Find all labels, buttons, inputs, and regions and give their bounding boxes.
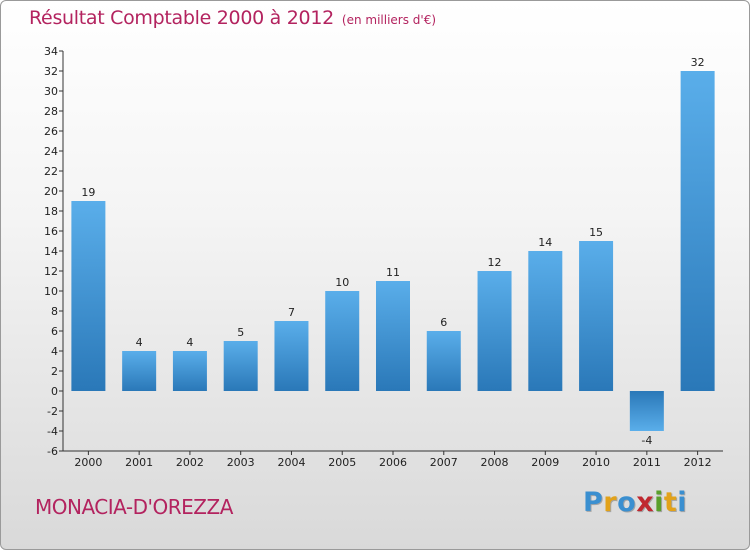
x-tick-label: 2010 bbox=[582, 456, 610, 469]
data-label-2011: -4 bbox=[641, 434, 652, 447]
logo-letter: t bbox=[663, 487, 678, 518]
x-tick-label: 2009 bbox=[531, 456, 559, 469]
data-label-2001: 4 bbox=[136, 336, 143, 349]
bar-2006 bbox=[376, 281, 410, 391]
y-tick-label: 0 bbox=[51, 385, 58, 398]
x-tick-label: 2000 bbox=[74, 456, 102, 469]
y-tick-label: 28 bbox=[44, 105, 58, 118]
y-tick-label: 16 bbox=[44, 225, 58, 238]
logo-letter: r bbox=[603, 487, 618, 518]
chart-bars bbox=[71, 71, 715, 431]
y-tick-label: 34 bbox=[44, 45, 58, 58]
data-label-2012: 32 bbox=[691, 56, 705, 69]
logo-letter: x bbox=[636, 487, 655, 518]
bar-2011 bbox=[629, 391, 664, 431]
chart-unit-note: (en milliers d'€) bbox=[341, 13, 437, 27]
bar-2005 bbox=[325, 291, 360, 391]
data-label-2003: 5 bbox=[237, 326, 244, 339]
logo-letter: P bbox=[583, 487, 604, 518]
bar-2010 bbox=[579, 241, 614, 391]
y-tick-label: 10 bbox=[44, 285, 58, 298]
data-label-2010: 15 bbox=[589, 226, 603, 239]
y-tick-label: 14 bbox=[44, 245, 58, 258]
x-tick-label: 2008 bbox=[481, 456, 509, 469]
x-tick-label: 2001 bbox=[125, 456, 153, 469]
data-label-2000: 19 bbox=[81, 186, 95, 199]
y-tick-label: 8 bbox=[51, 305, 58, 318]
y-tick-label: 4 bbox=[51, 345, 58, 358]
x-tick-label: 2004 bbox=[277, 456, 305, 469]
data-label-2002: 4 bbox=[186, 336, 193, 349]
data-label-2008: 12 bbox=[488, 256, 502, 269]
bar-2000 bbox=[71, 201, 106, 391]
y-tick-label: 26 bbox=[44, 125, 58, 138]
y-tick-label: 32 bbox=[44, 65, 58, 78]
y-tick-label: 30 bbox=[44, 85, 58, 98]
chart-axes: -6-4-20246810121416182022242628303234200… bbox=[44, 45, 723, 469]
y-tick-label: 6 bbox=[51, 325, 58, 338]
logo-letter: i bbox=[654, 487, 664, 518]
data-label-2009: 14 bbox=[538, 236, 552, 249]
x-tick-label: 2005 bbox=[328, 456, 356, 469]
bar-2004 bbox=[274, 321, 309, 391]
x-tick-label: 2006 bbox=[379, 456, 407, 469]
bar-2012 bbox=[680, 71, 715, 391]
data-label-2006: 11 bbox=[386, 266, 400, 279]
bar-2008 bbox=[477, 271, 512, 391]
data-label-2007: 6 bbox=[440, 316, 447, 329]
y-tick-label: -6 bbox=[47, 445, 58, 458]
data-label-2005: 10 bbox=[335, 276, 349, 289]
logo-letter: o bbox=[617, 487, 637, 518]
y-tick-label: 18 bbox=[44, 205, 58, 218]
chart-title: Résultat Comptable 2000 à 2012 (en millie… bbox=[29, 7, 436, 29]
chart-labels: 19 4 4 5 7 10 11 6 12 14 15 -4 32 bbox=[81, 56, 704, 447]
commune-name: MONACIA-D'OREZZA bbox=[35, 495, 233, 519]
x-tick-label: 2002 bbox=[176, 456, 204, 469]
y-tick-label: 12 bbox=[44, 265, 58, 278]
bar-2001 bbox=[122, 351, 157, 391]
y-tick-label: 2 bbox=[51, 365, 58, 378]
logo-letter: i bbox=[677, 487, 688, 518]
data-label-2004: 7 bbox=[288, 306, 295, 319]
y-tick-label: -4 bbox=[47, 425, 58, 438]
y-tick-label: 24 bbox=[44, 145, 58, 158]
bar-2003 bbox=[223, 341, 258, 391]
bar-2002 bbox=[172, 351, 207, 391]
proxiti-logo: Proxiti bbox=[583, 487, 687, 518]
y-tick-label: -2 bbox=[47, 405, 58, 418]
x-tick-label: 2011 bbox=[633, 456, 661, 469]
x-tick-label: 2012 bbox=[684, 456, 712, 469]
y-tick-label: 22 bbox=[44, 165, 58, 178]
x-tick-label: 2007 bbox=[430, 456, 458, 469]
chart-title-text: Résultat Comptable 2000 à 2012 bbox=[29, 7, 334, 29]
y-tick-label: 20 bbox=[44, 185, 58, 198]
bar-2009 bbox=[528, 251, 563, 391]
bar-2007 bbox=[426, 331, 461, 391]
x-tick-label: 2003 bbox=[227, 456, 255, 469]
